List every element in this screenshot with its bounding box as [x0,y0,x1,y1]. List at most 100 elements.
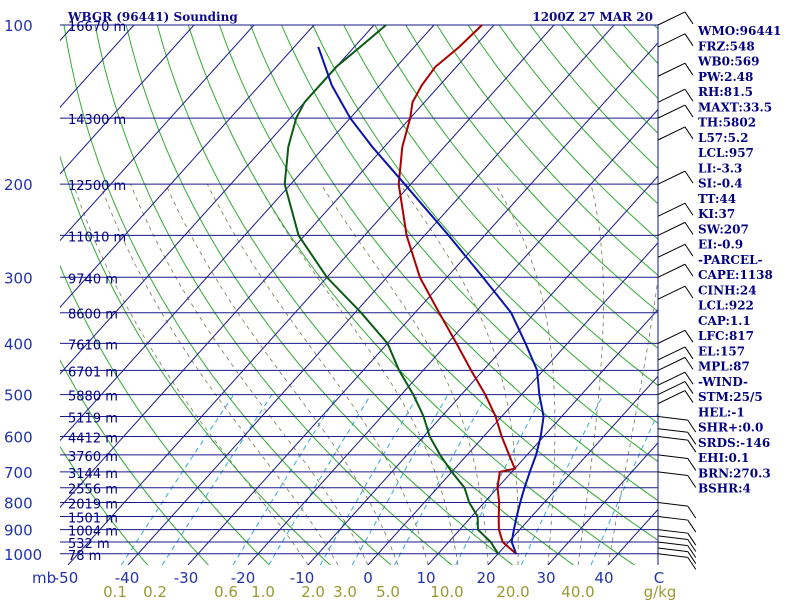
mixing-ratio-lines [120,394,658,565]
wind-barb [657,381,686,396]
moist-adiabat-line [577,184,604,565]
height-label: 5880 m [68,390,118,405]
isotherm-line [60,25,255,242]
index-entry: FRZ:548 [698,39,755,53]
wind-barb-flag [684,346,694,360]
moist-adiabat-line [607,275,658,565]
isotherm-line [307,175,658,565]
index-entry: EHI:0.1 [698,451,749,465]
index-entry: HEL:-1 [698,405,745,419]
index-entry: SI:-0.4 [698,177,743,191]
mixing-ratio-line [520,394,604,565]
mixing-ratio-tick-label: 5.0 [376,583,400,600]
wind-barb [657,547,688,553]
wind-barb-flag [684,33,694,47]
wind-barb [657,221,686,236]
wind-barb [657,285,686,300]
wind-barb-flag [684,62,694,76]
isotherm-line [487,375,658,565]
index-entry: SW:207 [698,222,749,236]
wind-barb-flag [684,88,694,102]
height-label: 11010 m [68,230,126,245]
index-entry: MAXT:33.5 [698,100,772,114]
temperature-tick-label: -20 [231,569,256,587]
moist-adiabat-line [495,184,556,565]
height-label: 3144 m [68,467,118,482]
height-label: 16670 m [68,20,126,35]
wind-barb [657,126,686,141]
index-entry: LI:-3.3 [698,161,742,175]
wind-barb [657,502,688,507]
height-label: 5119 m [68,412,118,427]
height-label: 1004 m [68,525,118,540]
mixing-ratio-line [455,394,544,565]
pressure-tick-label: 300 [4,269,33,287]
index-entry: BRN:270.3 [698,466,771,480]
index-entry: -PARCEL- [698,253,763,267]
wind-barb-flag [684,330,694,343]
wind-barb-flag [687,519,697,533]
dry-adiabat-line [250,25,658,502]
index-entry: PW:2.48 [698,70,753,84]
index-entry: BSHR:4 [698,482,751,496]
wind-barb-flag [684,263,694,277]
sounding-traces [283,24,545,555]
wind-barb [657,435,688,441]
mixing-ratio-tick-label: 0.2 [143,583,167,600]
height-label: 4412 m [68,431,118,446]
height-label: 1501 m [68,511,118,526]
mixing-ratio-tick-label: 0.6 [214,583,238,600]
wind-barb-flag [684,126,694,140]
pressure-tick-label: 600 [4,428,33,446]
isotherm-line [427,308,658,565]
wind-barb-flag [684,381,694,394]
index-entry: SHR+:0.0 [698,421,763,435]
wind-barb-flag [684,104,694,118]
mixing-ratio-line [120,394,235,565]
wind-barb-flag [687,432,697,445]
moist-adiabat-line [99,184,339,565]
moist-adiabat-line [257,184,459,565]
wind-barb-flag [684,11,694,25]
wind-barb-flag [687,532,697,546]
index-entry: LCL:957 [698,146,754,160]
height-label: 14300 m [68,113,126,128]
wind-barb-flag [687,557,697,570]
mixing-ratio-tick-label: 2.0 [301,583,325,600]
mixing-ratio-tick-label: 40.0 [561,583,594,600]
index-entry: WMO:96441 [697,24,781,38]
wind-barb [657,371,686,386]
isotherm-line [60,25,495,508]
isotherm-line [247,108,658,565]
height-label: 2556 m [68,483,118,498]
index-entry: -WIND- [698,375,748,389]
wind-barb [657,416,688,421]
mixing-ratio-tick-label: 20.0 [496,583,529,600]
temperature-tick-label: -10 [290,569,315,587]
height-label: 3760 m [68,450,118,465]
moist-adiabat-line [165,184,399,565]
wind-barb [657,202,686,217]
wind-barb [657,170,686,185]
temperature-tick-label: 0 [363,569,373,587]
index-entry: TT:44 [698,192,736,206]
sounding-trace [283,24,499,555]
isotherm-line [60,25,75,42]
wind-barb [657,104,686,119]
mixing-ratio-tick-label: g/kg [644,583,677,600]
wind-barb-flag [684,357,694,370]
moist-adiabat-line [73,184,309,565]
wind-barb [657,428,688,433]
dry-adiabat-line [94,25,453,565]
wind-barb-flag [684,371,694,385]
dry-adiabat-line [60,359,209,565]
dry-adiabat-line [125,25,514,565]
isotherm-line [60,25,195,175]
index-entry: CAPE:1138 [698,268,773,282]
temperature-tick-label: 20 [476,569,495,587]
wind-barb [657,11,686,26]
dry-adiabat-line [374,25,658,349]
wind-barb [657,346,686,361]
wind-barb-flag [684,202,694,216]
